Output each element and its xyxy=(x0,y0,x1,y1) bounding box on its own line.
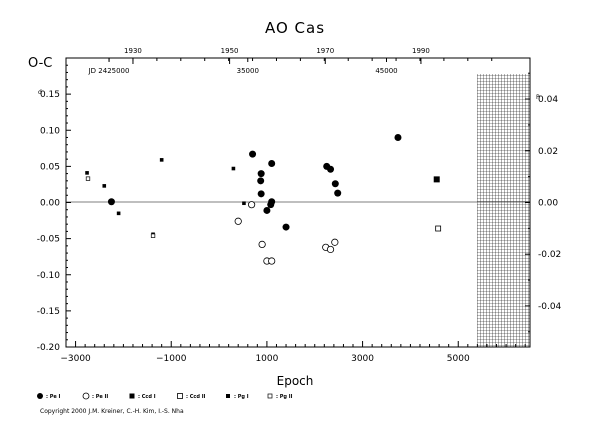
data-point-pg-ii xyxy=(85,176,91,181)
y-tick-label: 0.10 xyxy=(40,126,60,136)
y-tick-label: 0.00 xyxy=(40,199,60,209)
top-year-label: 1930 xyxy=(124,47,142,55)
right-tick-label: -0.02 xyxy=(538,250,561,260)
y-tick-label: -0.10 xyxy=(37,271,61,281)
right-tick-label: 0.04 xyxy=(538,95,558,105)
data-point-pe-i xyxy=(268,198,276,206)
legend-label: : Pg I xyxy=(234,394,249,400)
data-point-pe-i xyxy=(257,190,265,198)
x-tick-label: 1000 xyxy=(255,354,278,364)
x-tick-label: 5000 xyxy=(447,354,470,364)
legend-symbol xyxy=(177,393,183,399)
data-point-pe-i xyxy=(334,189,342,197)
x-tick-label: 3000 xyxy=(351,354,374,364)
data-point-pe-ii xyxy=(268,257,276,265)
chart-title: AO Cas xyxy=(265,19,325,37)
axes-ticks: -0.20 -0.15 -0.10 -0.05 0.00 0.05 0.10 0.15 -0.0… xyxy=(37,47,562,364)
data-points xyxy=(85,133,442,265)
y-tick-label: -0.20 xyxy=(37,343,61,353)
top-jd-label: JD 2425000 xyxy=(88,67,130,75)
legend-symbol xyxy=(82,392,90,400)
legend-symbol xyxy=(37,393,43,399)
data-point-pg-i xyxy=(231,166,236,171)
y-axis-unit: d xyxy=(38,89,42,96)
data-point-pe-i xyxy=(257,170,265,178)
top-jd-label: 45000 xyxy=(375,67,397,75)
data-point-pe-i xyxy=(282,223,290,231)
right-axis-unit: P xyxy=(536,94,540,101)
data-point-pe-i xyxy=(327,165,335,173)
y-tick-label: 0.05 xyxy=(40,162,60,172)
data-point-pe-ii xyxy=(234,217,242,225)
data-point-pe-ii xyxy=(326,245,335,254)
x-axis-label: Epoch xyxy=(277,374,314,388)
data-point-pe-i xyxy=(107,198,115,206)
data-point-pe-i xyxy=(263,206,271,214)
top-year-label: 1990 xyxy=(412,47,430,55)
y-tick-label: 0.15 xyxy=(40,90,60,100)
data-point-pg-i xyxy=(116,211,121,216)
legend-label: : Pe I xyxy=(46,394,61,400)
legend-symbol xyxy=(226,394,230,398)
top-jd-label: 35000 xyxy=(237,67,259,75)
data-point-pg-i xyxy=(159,158,164,162)
data-point-pe-ii xyxy=(258,240,266,249)
right-tick-label: 0.00 xyxy=(538,199,558,209)
data-point-ccd-i xyxy=(433,176,440,183)
data-point-pe-ii xyxy=(248,201,256,209)
data-point-pg-i xyxy=(102,184,107,188)
data-point-pe-i xyxy=(331,180,339,188)
legend: : Pe I : Pe II : Ccd I : Ccd II : Pg I : Pg I… xyxy=(37,392,293,400)
y-tick-label: -0.05 xyxy=(37,235,60,245)
data-point-pg-i xyxy=(85,171,89,175)
legend-label: : Pe II xyxy=(92,394,108,400)
legend-label: : Ccd I xyxy=(138,394,156,400)
y-axis-label: O-C xyxy=(28,56,52,71)
data-point-pe-i xyxy=(257,177,265,185)
right-tick-label: 0.02 xyxy=(538,147,558,157)
legend-label: : Ccd II xyxy=(186,394,206,400)
data-point-pg-i xyxy=(242,201,246,206)
data-point-pe-i xyxy=(394,133,402,141)
copyright-text: Copyright 2000 J.M. Kreiner, C.-H. Kim, … xyxy=(40,408,184,415)
plot-frame xyxy=(65,57,531,348)
data-point-ccd-ii xyxy=(435,225,442,232)
y-tick-label: -0.15 xyxy=(37,307,60,317)
x-tick-label: −3000 xyxy=(60,354,91,364)
top-year-label: 1970 xyxy=(316,47,334,55)
legend-label: : Pg II xyxy=(276,394,293,400)
data-point-pe-ii xyxy=(331,238,339,246)
data-point-pe-i xyxy=(249,150,257,158)
top-year-label: 1950 xyxy=(221,47,239,55)
legend-symbol xyxy=(267,393,273,399)
hatched-region xyxy=(477,74,530,347)
x-tick-label: −1000 xyxy=(156,354,187,364)
legend-symbol xyxy=(129,393,135,399)
data-point-pg-ii xyxy=(150,233,156,238)
data-point-pe-i xyxy=(268,159,276,167)
right-tick-label: -0.04 xyxy=(538,302,562,312)
